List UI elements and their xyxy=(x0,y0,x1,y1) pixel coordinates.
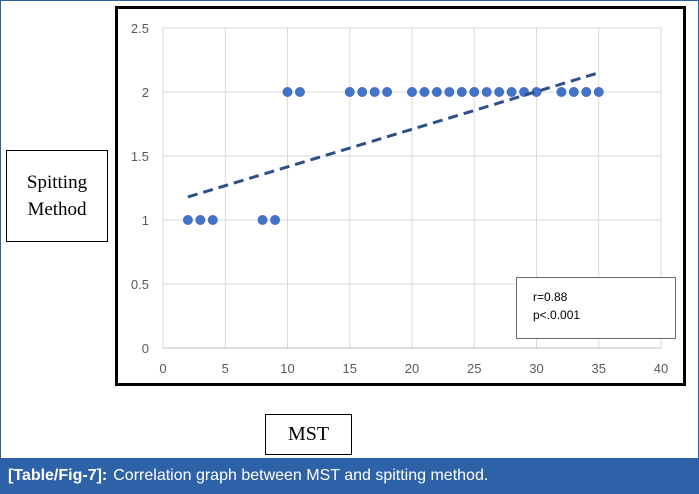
x-tick-label: 25 xyxy=(467,361,481,376)
y-tick-label: 0 xyxy=(142,341,149,356)
data-point xyxy=(481,87,492,97)
annotation-p-value: p<.0.001 xyxy=(533,308,581,322)
y-tick-label: 1.5 xyxy=(131,149,149,164)
data-point xyxy=(382,87,393,97)
figure-label: [Table/Fig-7]: xyxy=(8,467,108,484)
x-tick-label: 10 xyxy=(280,361,294,376)
x-tick-label: 20 xyxy=(405,361,419,376)
x-tick-label: 35 xyxy=(592,361,606,376)
data-point xyxy=(593,87,604,97)
y-tick-label: 1 xyxy=(142,213,149,228)
x-tick-label: 5 xyxy=(222,361,229,376)
y-tick-label: 2.5 xyxy=(131,21,149,36)
x-tick-label: 30 xyxy=(529,361,543,376)
x-axis-label: MST xyxy=(265,414,352,455)
y-axis-label: Spitting Method xyxy=(6,150,108,242)
y-axis-label-line-1: Spitting xyxy=(26,172,88,193)
data-point xyxy=(419,87,430,97)
data-point xyxy=(282,87,293,97)
annotation-r-value: r=0.88 xyxy=(533,290,568,304)
data-point xyxy=(581,87,592,97)
x-tick-label: 0 xyxy=(159,361,166,376)
trendline xyxy=(187,71,600,199)
x-tick-label: 40 xyxy=(654,361,668,376)
figure-caption-bar: [Table/Fig-7]: Correlation graph between… xyxy=(0,458,699,494)
y-tick-label: 2 xyxy=(142,85,149,100)
data-point xyxy=(357,87,368,97)
y-tick-label: 0.5 xyxy=(131,277,149,292)
data-point xyxy=(294,87,305,97)
data-point xyxy=(444,87,455,97)
data-point xyxy=(456,87,467,97)
data-point xyxy=(469,87,480,97)
data-point xyxy=(344,87,355,97)
data-point xyxy=(494,87,505,97)
data-point xyxy=(568,87,579,97)
data-point xyxy=(257,215,268,225)
data-point xyxy=(407,87,417,97)
data-point xyxy=(531,87,542,97)
data-point xyxy=(182,215,193,225)
data-point xyxy=(207,215,218,225)
data-point xyxy=(270,215,281,225)
data-point xyxy=(195,215,206,225)
figure-caption: Correlation graph between MST and spitti… xyxy=(113,467,489,484)
data-point xyxy=(369,87,380,97)
correlation-annotation: r=0.88 p<.0.001 xyxy=(516,277,676,339)
y-axis-label-line-2: Method xyxy=(27,199,87,220)
data-point xyxy=(431,87,442,97)
x-tick-label: 15 xyxy=(343,361,357,376)
data-point xyxy=(506,87,517,97)
data-point xyxy=(556,87,567,97)
